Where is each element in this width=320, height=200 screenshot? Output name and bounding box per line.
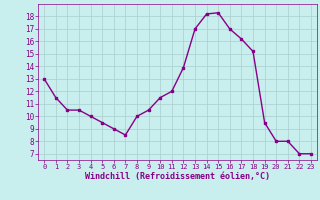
X-axis label: Windchill (Refroidissement éolien,°C): Windchill (Refroidissement éolien,°C) (85, 172, 270, 181)
